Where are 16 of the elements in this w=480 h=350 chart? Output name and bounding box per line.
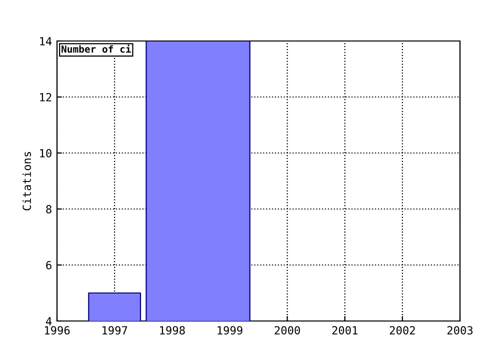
x-tick-label: 1998 xyxy=(160,326,185,335)
x-tick-label: 1997 xyxy=(102,326,128,335)
y-axis-title: Citations xyxy=(22,152,32,210)
x-tick-label: 1999 xyxy=(218,326,242,335)
x-tick-label: 2003 xyxy=(447,326,473,335)
y-tick-label: 6 xyxy=(46,261,52,270)
x-tick-label: 1996 xyxy=(44,326,70,335)
y-tick-label: 4 xyxy=(46,317,52,326)
y-tick-label: 8 xyxy=(46,205,52,214)
y-tick-label: 14 xyxy=(40,37,52,46)
x-tick-label: 2001 xyxy=(332,326,358,335)
x-tick-label: 2000 xyxy=(274,326,300,335)
y-tick-label: 10 xyxy=(40,149,52,158)
annotation: Number of ci xyxy=(62,44,131,53)
x-tick-label: 2002 xyxy=(390,326,415,335)
y-tick-label: 12 xyxy=(40,93,52,102)
